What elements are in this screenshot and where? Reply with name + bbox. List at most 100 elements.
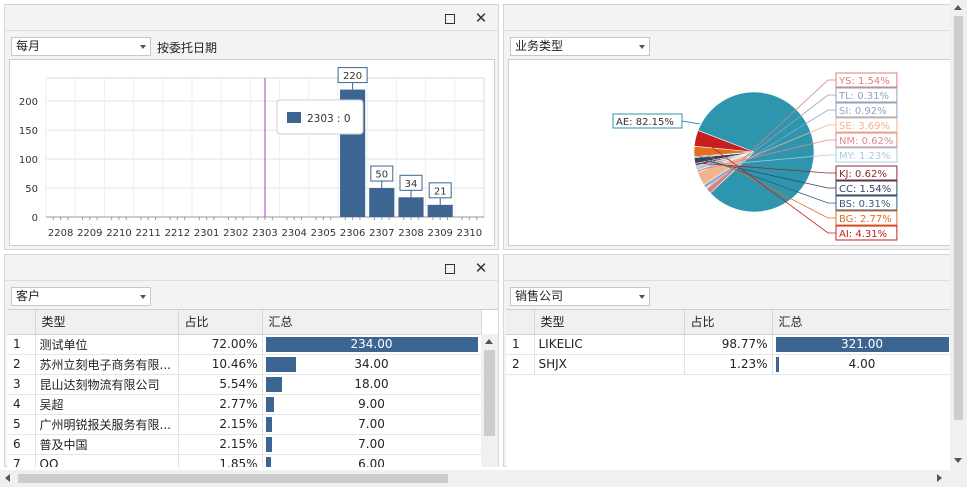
table-row[interactable]: 1 LIKELIC 98.77% 321.00 [506,334,952,355]
table-row[interactable]: 4 吴超 2.77% 9.00 [7,394,482,415]
pie-label: SI: 0.92% [839,106,887,117]
pie-label-box [612,113,683,129]
y-tick-label: 150 [19,126,38,137]
pie-label: AE: 82.15% [616,117,674,128]
scroll-right-icon[interactable] [937,474,942,482]
table-row[interactable]: 7 QQ 1.85% 6.00 [7,454,482,467]
table-row[interactable]: 3 昆山达刻物流有限公司 5.54% 18.00 [7,374,482,395]
row-total: 6.00 [262,454,482,467]
data-label: 34 [405,179,418,190]
column-header-index [7,310,36,335]
scroll-up-icon[interactable] [954,5,962,10]
pie-chart: AE: 82.15% YS: 1.54% TL: 0.31% SI: 0.92% SE:… [508,59,952,246]
column-header-total[interactable]: 汇总 [772,310,952,335]
panel-header: ✕ [5,5,498,31]
data-label: 21 [434,186,447,197]
pie-label: BG: 2.77% [839,214,892,225]
table-row[interactable]: 2 苏州立刻电子商务有限... 10.46% 34.00 [7,354,482,375]
maximize-icon[interactable] [442,10,458,26]
scroll-up-icon[interactable] [485,339,493,344]
pie-label-connector [701,162,836,174]
bar-2307 [369,188,395,217]
x-tick-label: 2304 [281,228,306,239]
pie-label-connector [699,151,836,219]
pie-label: MY: 1.23% [839,151,891,162]
window-vscroll-thumb[interactable] [954,16,963,420]
tooltip-text: 2303 : 0 [307,113,351,125]
table-row[interactable]: 1 测试单位 72.00% 234.00 [7,334,482,355]
column-header-type[interactable]: 类型 [35,310,179,335]
row-type: SHJX [534,354,685,375]
panel-header: ✕ [5,255,498,281]
table-row[interactable]: 2 SHJX 1.23% 4.00 [506,354,952,375]
row-total-value: 4.00 [848,356,876,371]
tooltip-box [276,99,364,135]
x-tick-label: 2303 [252,228,277,239]
data-bar [265,416,272,432]
y-tick-label: 50 [25,184,38,195]
sales-company-select[interactable]: 销售公司 [510,287,650,306]
pie-label-connector [702,139,836,170]
y-tick-label: 200 [19,97,38,108]
row-share: 72.00% [178,334,263,355]
sales-company-panel: 销售公司 类型 占比 汇总 1 LIKELIC 98.77% 321.00 2 SHJX 1… [503,254,953,467]
customer-select[interactable]: 客户 [11,287,151,306]
column-header-share[interactable]: 占比 [178,310,263,335]
panel-header [504,5,952,31]
bar-chart: 0 50 100 150 200 2208 2209 2210 2211 2212 2301 2302… [9,59,495,246]
row-total: 9.00 [262,394,482,415]
row-type: 测试单位 [35,334,179,355]
row-share: 5.54% [178,374,263,395]
row-total: 7.00 [262,414,482,435]
x-tick-label: 2212 [165,228,190,239]
data-label: 220 [343,71,362,82]
pie-label-connector [681,120,701,125]
x-tick-label: 2305 [311,228,336,239]
pie-slice-AE [697,91,815,213]
pie-label: YS: 1.54% [838,76,890,87]
customer-grid: 类型 占比 汇总 1 测试单位 72.00% 234.00 2 苏州立刻电子商务有限...… [7,309,498,467]
row-type: QQ [35,454,179,467]
pie-label-box [835,225,898,241]
row-index: 6 [7,434,36,455]
pie-label: BS: 0.31% [839,199,890,210]
row-total: 234.00 [262,334,482,355]
data-bar [265,456,271,467]
scroll-left-icon[interactable] [5,474,10,482]
business-type-select-value: 业务类型 [515,39,564,53]
business-type-select[interactable]: 业务类型 [510,37,650,56]
row-index: 7 [7,454,36,467]
bar-2308 [398,197,424,217]
maximize-icon[interactable] [442,260,458,276]
vertical-scrollbar[interactable] [481,334,498,467]
close-icon[interactable]: ✕ [474,9,488,27]
row-type: 苏州立刻电子商务有限... [35,354,179,375]
data-bar [265,336,478,352]
window-vertical-scrollbar[interactable] [950,0,967,470]
pie-label-box [835,210,898,226]
row-total-value: 234.00 [350,336,393,351]
sales-company-table: 类型 占比 汇总 1 LIKELIC 98.77% 321.00 2 SHJX 1.23% 4… [506,310,952,375]
tooltip-swatch [287,112,301,123]
x-tick-label: 2306 [340,228,365,239]
window-hscroll-thumb[interactable] [18,474,448,483]
row-share: 2.77% [178,394,263,415]
pie-label-box [835,87,898,103]
x-tick-label: 2307 [369,228,394,239]
scroll-down-icon[interactable] [954,458,962,463]
scrollbar-thumb[interactable] [484,350,495,436]
close-icon[interactable]: ✕ [474,259,488,277]
row-type: 吴超 [35,394,179,415]
pie-label-connector [700,156,836,204]
column-header-total[interactable]: 汇总 [262,310,482,335]
window-horizontal-scrollbar[interactable] [0,470,950,487]
table-row[interactable]: 5 广州明锐报关服务有限... 2.15% 7.00 [7,414,482,435]
column-header-type[interactable]: 类型 [534,310,685,335]
column-header-index [506,310,535,335]
pie-label: AI: 4.31% [839,229,887,240]
row-index: 1 [506,334,535,355]
period-select[interactable]: 每月 [11,37,151,56]
table-row[interactable]: 6 普及中国 2.15% 7.00 [7,434,482,455]
row-share: 2.15% [178,434,263,455]
column-header-share[interactable]: 占比 [684,310,773,335]
